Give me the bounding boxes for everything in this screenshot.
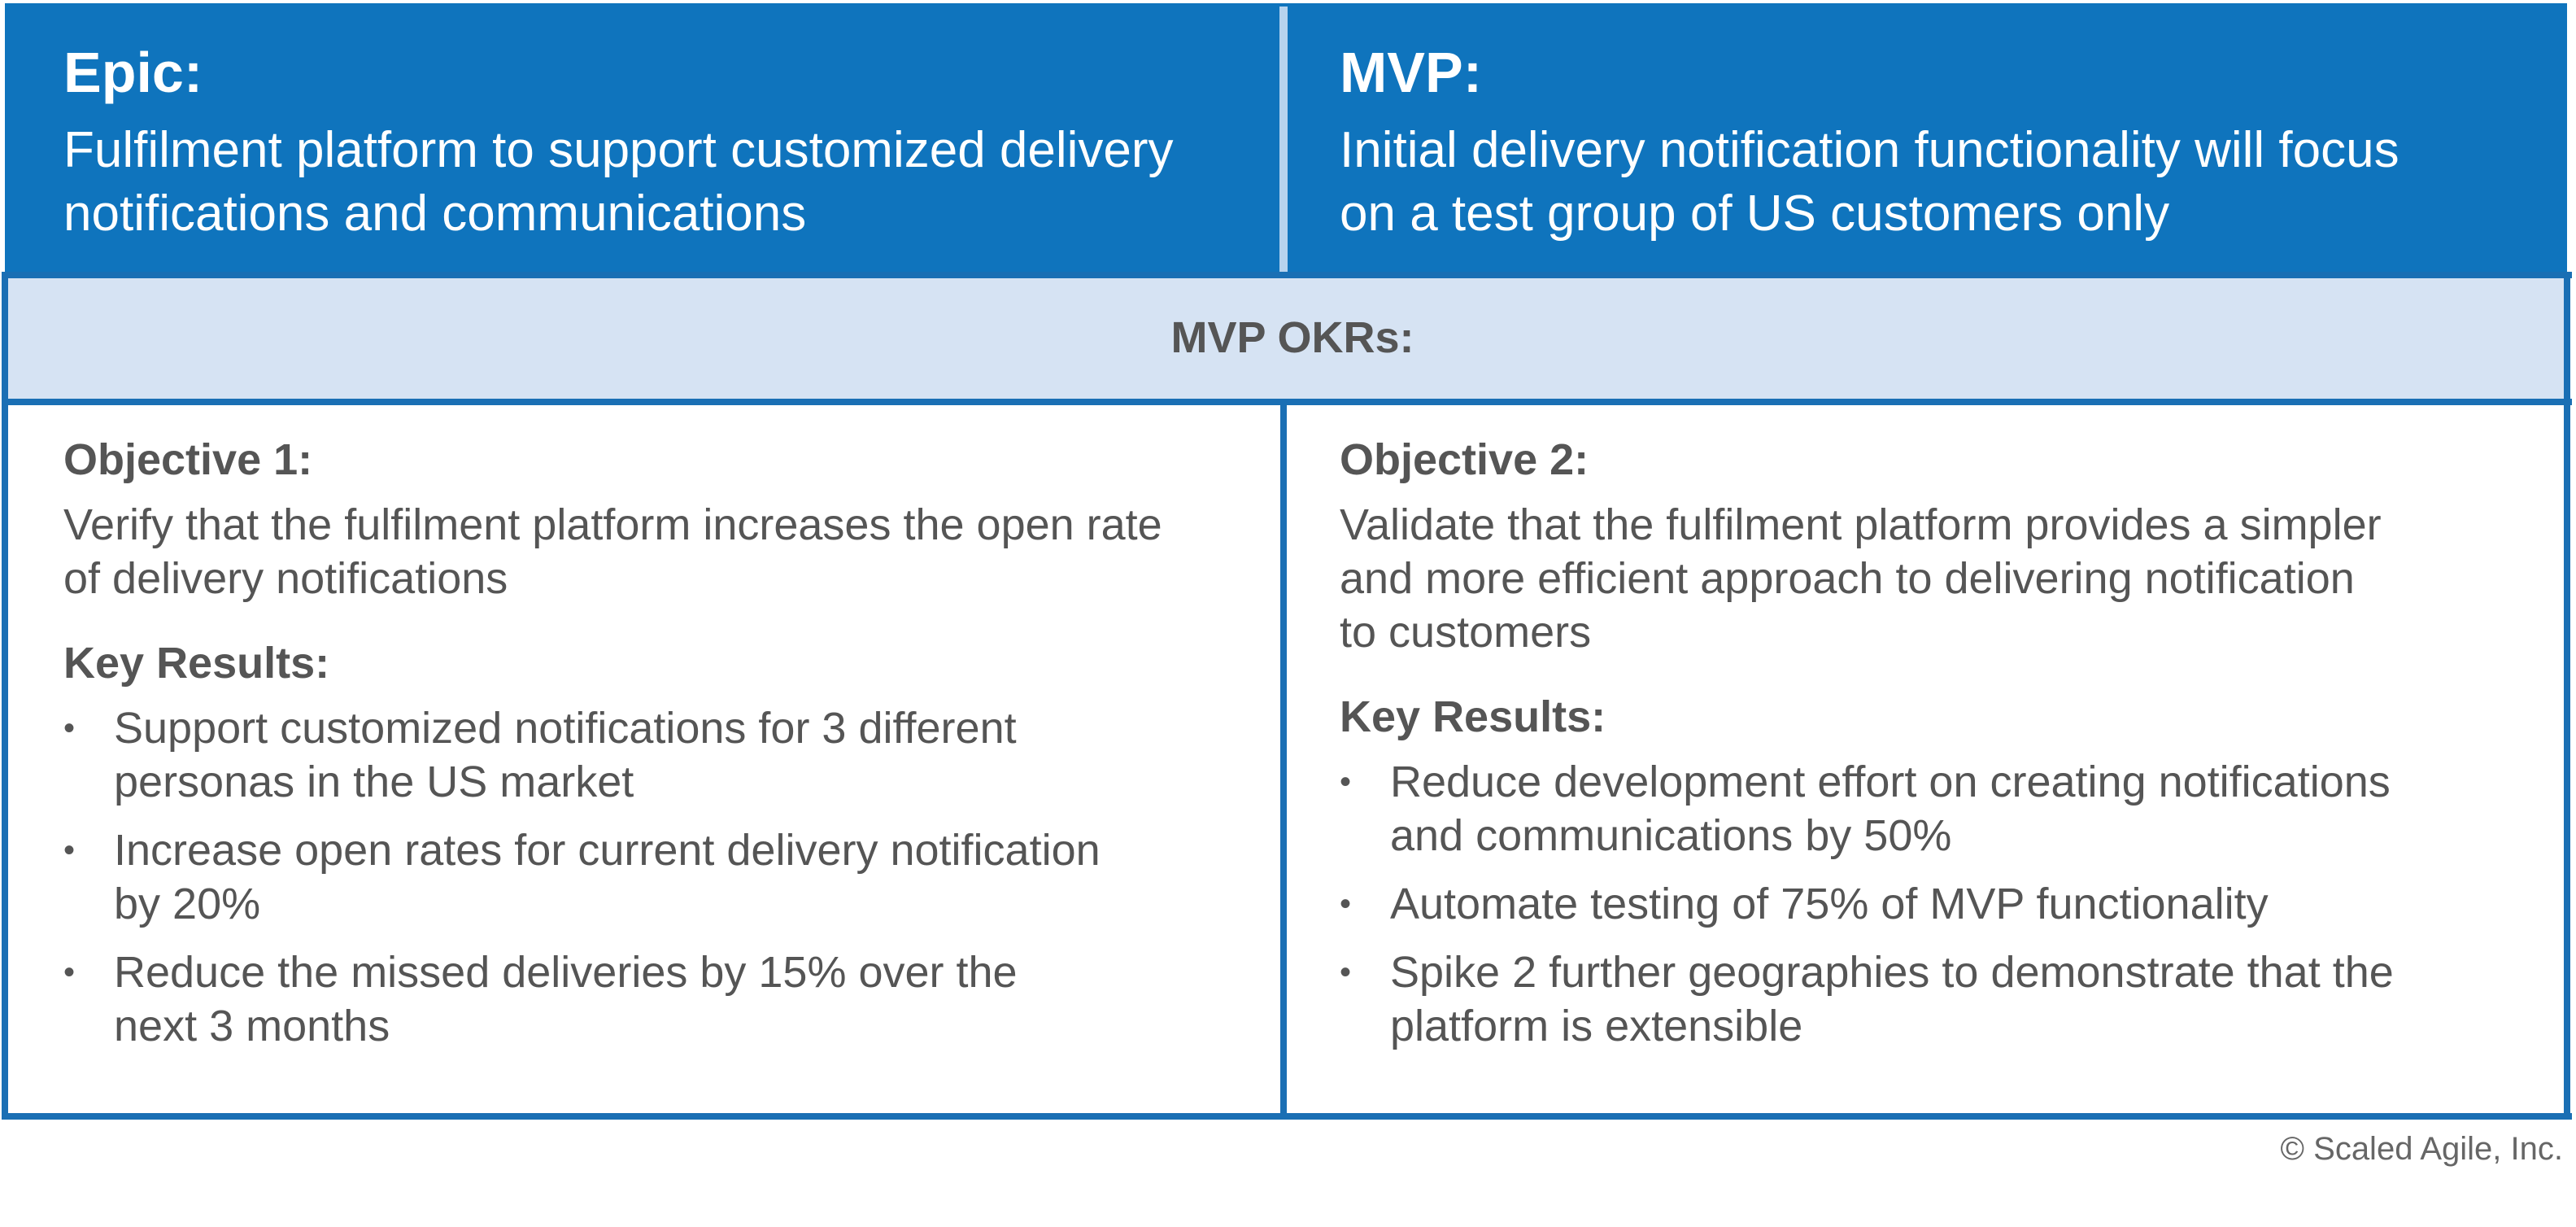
objective-1-title: Objective 1: — [63, 435, 313, 484]
border-right — [2564, 272, 2570, 1120]
objective-1-cell: Objective 1: Verify that the fulfilment … — [63, 431, 1235, 1068]
border-bottom-table — [2, 1113, 2572, 1120]
key-result-line: Support customized notifications for 3 d… — [114, 704, 1017, 753]
border-bottom-okr — [2, 399, 2572, 405]
bullet-icon: • — [63, 832, 76, 868]
border-center — [1280, 399, 1287, 1120]
objective-2-line: to customers — [1340, 608, 1592, 657]
okr-title: MVP OKRs: — [1170, 313, 1414, 362]
epic-description: Fulfilment platform to support customize… — [63, 119, 1251, 246]
objective-2-description: Validate that the fulfilment platform pr… — [1340, 498, 2511, 659]
key-results-1-list: • Support customized notifications for 3… — [63, 701, 1235, 1053]
list-item: • Reduce the missed deliveries by 15% ov… — [63, 945, 1235, 1053]
mvp-cell: MVP: Initial delivery notification funct… — [1340, 36, 2527, 246]
bullet-icon: • — [1340, 764, 1352, 800]
key-result-line: by 20% — [114, 880, 261, 928]
border-left — [2, 272, 8, 1120]
bullet-icon: • — [1340, 886, 1352, 922]
key-result-line: personas in the US market — [114, 758, 634, 806]
mvp-title: MVP: — [1340, 41, 1482, 104]
key-result-line: Reduce the missed deliveries by 15% over… — [114, 948, 1018, 997]
epic-description-line: Fulfilment platform to support customize… — [63, 122, 1174, 178]
objective-2-line: Validate that the fulfilment platform pr… — [1340, 500, 2382, 549]
list-item: • Automate testing of 75% of MVP functio… — [1340, 877, 2511, 931]
list-item: • Spike 2 further geographies to demonst… — [1340, 945, 2511, 1053]
border-top-okr — [2, 272, 2572, 278]
key-results-1-title: Key Results: — [63, 639, 330, 688]
key-result-line: and communications by 50% — [1390, 811, 1952, 860]
key-result-line: Increase open rates for current delivery… — [114, 826, 1101, 875]
key-result-line: Spike 2 further geographies to demonstra… — [1390, 948, 2394, 997]
key-result-line: Automate testing of 75% of MVP functiona… — [1390, 880, 2269, 928]
objective-2-line: and more efficient approach to deliverin… — [1340, 554, 2355, 603]
mvp-description: Initial delivery notification functional… — [1340, 119, 2527, 246]
objective-1-line: Verify that the fulfilment platform incr… — [63, 500, 1162, 549]
epic-cell: Epic: Fulfilment platform to support cus… — [63, 36, 1251, 246]
objective-2-cell: Objective 2: Validate that the fulfilmen… — [1340, 431, 2511, 1068]
list-item: • Reduce development effort on creating … — [1340, 755, 2511, 862]
mvp-description-line: on a test group of US customers only — [1340, 186, 2170, 242]
epic-description-line: notifications and communications — [63, 186, 807, 242]
mvp-description-line: Initial delivery notification functional… — [1340, 122, 2399, 178]
bullet-icon: • — [1340, 954, 1352, 990]
bullet-icon: • — [63, 710, 76, 746]
key-result-line: platform is extensible — [1390, 1002, 1803, 1050]
key-results-2-title: Key Results: — [1340, 692, 1606, 741]
list-item: • Support customized notifications for 3… — [63, 701, 1235, 809]
objective-2-title: Objective 2: — [1340, 435, 1589, 484]
objective-1-description: Verify that the fulfilment platform incr… — [63, 498, 1235, 605]
okr-band: MVP OKRs: — [5, 275, 2567, 400]
objective-1-line: of delivery notifications — [63, 554, 508, 603]
header-divider — [1279, 7, 1288, 272]
key-result-line: next 3 months — [114, 1002, 390, 1050]
copyright-notice: © Scaled Agile, Inc. — [2280, 1131, 2563, 1167]
key-result-line: Reduce development effort on creating no… — [1390, 758, 2391, 806]
list-item: • Increase open rates for current delive… — [63, 823, 1235, 931]
bullet-icon: • — [63, 954, 76, 990]
key-results-2-list: • Reduce development effort on creating … — [1340, 755, 2511, 1053]
epic-title: Epic: — [63, 41, 203, 104]
